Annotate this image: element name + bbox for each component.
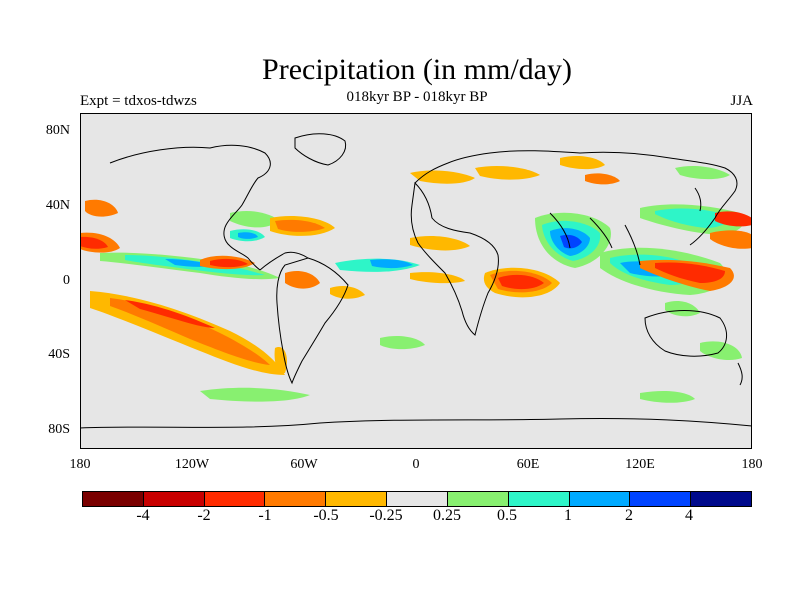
x-tick-60e: 60E	[516, 457, 540, 472]
y-tick-0: 0	[63, 273, 70, 288]
x-tick-120e: 120E	[625, 457, 655, 472]
chart-subtitle: 018kyr BP - 018kyr BP	[346, 89, 488, 105]
colorbar	[82, 491, 752, 507]
x-tick-180e: 180	[741, 457, 763, 472]
x-tick-120w: 120W	[174, 457, 210, 472]
colorbar-box-2	[204, 492, 266, 506]
colorbar-label-1: 1	[564, 507, 572, 524]
precip-anomaly-fields	[80, 155, 752, 403]
experiment-label: Expt = tdxos-tdwzs	[80, 93, 197, 109]
colorbar-box-10	[691, 492, 751, 506]
y-tick-80s: 80S	[48, 422, 70, 437]
map-frame	[80, 113, 752, 449]
colorbar-label-neg4: -4	[136, 507, 150, 524]
colorbar-box-4	[326, 492, 388, 506]
colorbar-box-0	[83, 492, 144, 506]
colorbar-label-05: 0.5	[497, 507, 517, 524]
colorbar-label-neg1: -1	[258, 507, 272, 524]
coastlines	[80, 133, 752, 429]
colorbar-label-4: 4	[685, 507, 693, 524]
season-label: JJA	[730, 93, 753, 109]
colorbar-label-2: 2	[625, 507, 633, 524]
colorbar-label-neg025: -0.25	[369, 507, 403, 524]
colorbar-label-025: 0.25	[433, 507, 461, 524]
colorbar-box-6	[447, 492, 509, 506]
colorbar-label-neg2: -2	[197, 507, 211, 524]
x-tick-60w: 60W	[290, 457, 318, 472]
colorbar-box-1	[143, 492, 205, 506]
colorbar-box-3	[265, 492, 327, 506]
colorbar-box-5	[387, 492, 448, 506]
colorbar-box-8	[569, 492, 631, 506]
y-tick-40s: 40S	[48, 347, 70, 362]
x-tick-180w: 180	[69, 457, 91, 472]
colorbar-box-9	[630, 492, 692, 506]
colorbar-box-7	[508, 492, 570, 506]
colorbar-label-neg05: -0.5	[313, 507, 339, 524]
chart-title: Precipitation (in mm/day)	[262, 53, 572, 86]
map-svg	[80, 113, 752, 449]
y-tick-80n: 80N	[45, 123, 70, 138]
y-tick-40n: 40N	[45, 198, 70, 213]
map-panel	[80, 113, 752, 449]
x-tick-0: 0	[412, 457, 420, 472]
